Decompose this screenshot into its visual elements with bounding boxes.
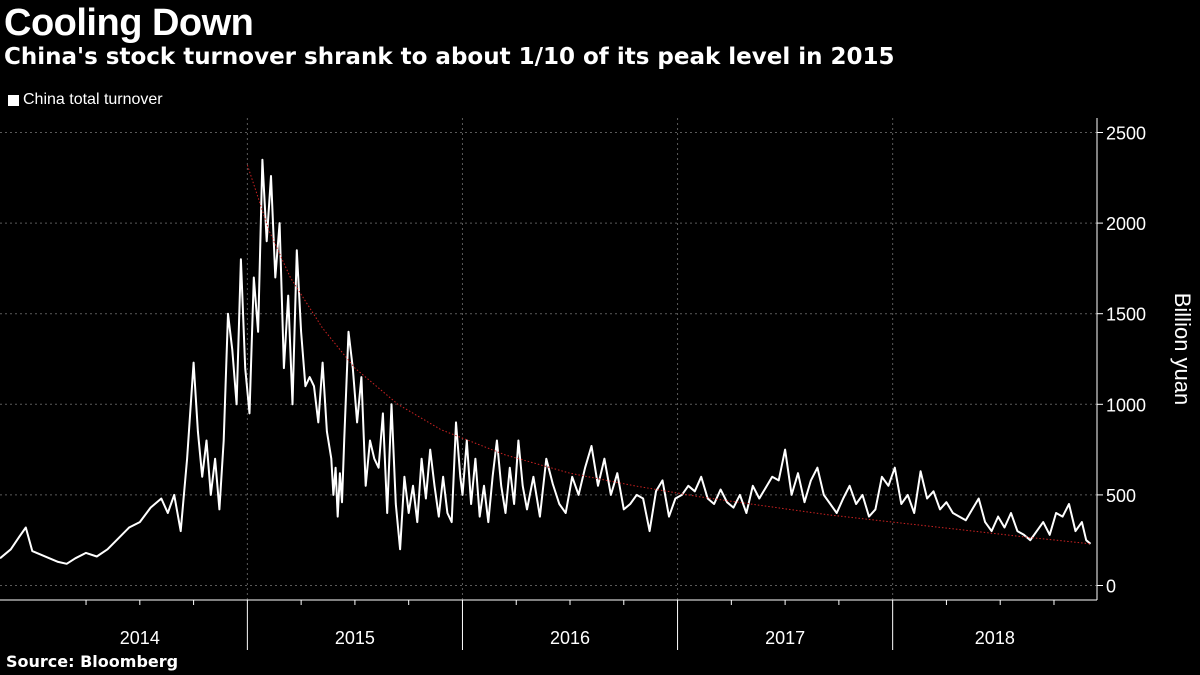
legend: China total turnover [8,91,163,109]
x-tick-label: 2014 [120,628,160,648]
x-tick-label: 2017 [765,628,805,648]
chart-title: Cooling Down [4,2,254,44]
source-note: Source: Bloomberg [6,652,179,671]
trend-line [246,164,1091,545]
y-tick-label: 0 [1106,577,1116,597]
y-axis-label: Billion yuan [1170,293,1195,406]
x-tick-label: 2018 [975,628,1015,648]
chart-subtitle: China's stock turnover shrank to about 1… [4,44,895,70]
series [0,158,1092,565]
y-tick-label: 2000 [1106,214,1146,234]
axes [0,118,1103,650]
x-tick-label: 2016 [550,628,590,648]
y-tick-label: 2500 [1106,123,1146,143]
legend-label: China total turnover [23,91,163,108]
y-tick-label: 1500 [1106,305,1146,325]
x-tick-label: 2015 [335,628,375,648]
grid [0,118,1097,600]
y-tick-label: 1000 [1106,395,1146,415]
turnover-line [0,158,1092,565]
legend-swatch [8,94,19,106]
axis-labels: 0 500 1000 1500 2000 2500 2014 2015 2016 2017 2018… [120,123,1195,648]
y-tick-label: 500 [1106,486,1136,506]
